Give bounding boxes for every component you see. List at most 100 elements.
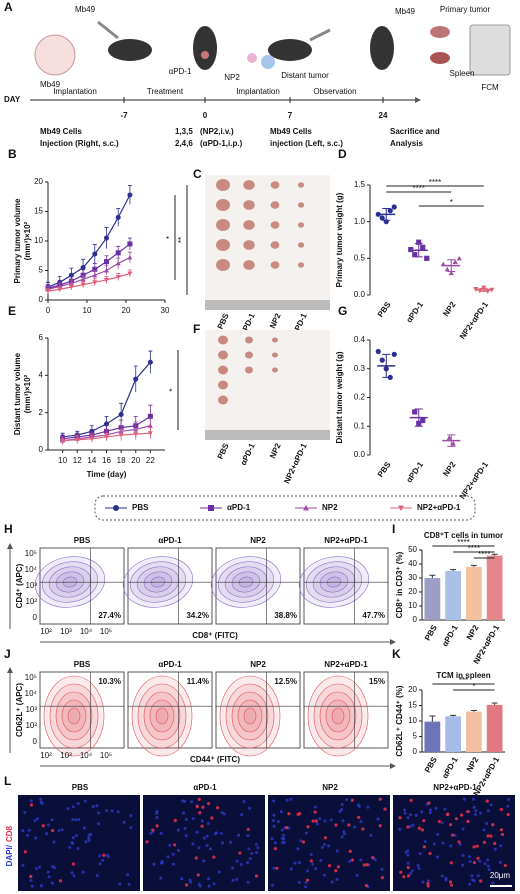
nucleus bbox=[330, 880, 334, 884]
contour bbox=[131, 675, 193, 757]
cd8-cell bbox=[311, 819, 315, 823]
cd8-cell bbox=[201, 805, 205, 809]
nucleus bbox=[215, 831, 219, 835]
y-tick-label: 40 bbox=[408, 559, 417, 568]
contour bbox=[49, 683, 99, 749]
nucleus bbox=[342, 830, 346, 834]
nucleus bbox=[208, 847, 212, 851]
nucleus bbox=[236, 833, 240, 837]
nucleus bbox=[280, 836, 284, 840]
quadrant-percent: 47.7% bbox=[362, 611, 385, 620]
nucleus bbox=[228, 840, 232, 844]
nucleus bbox=[70, 871, 74, 875]
y-tick-label: 4 bbox=[39, 370, 44, 379]
x-tick-label: 10⁴ bbox=[80, 627, 93, 636]
nucleus bbox=[191, 817, 195, 821]
point bbox=[387, 208, 393, 214]
point bbox=[104, 421, 109, 427]
nucleus bbox=[248, 806, 252, 810]
nucleus bbox=[406, 853, 410, 857]
schematic-label: 2,4,6 bbox=[175, 139, 193, 148]
point bbox=[456, 255, 462, 261]
x-tick-label: 10² bbox=[40, 751, 52, 760]
error-bar bbox=[491, 702, 498, 705]
cd8-cell bbox=[29, 874, 33, 879]
cd8-cell bbox=[485, 799, 489, 803]
cd8-cell bbox=[406, 825, 410, 829]
x-tick-label: NP2 bbox=[465, 755, 481, 773]
nucleus bbox=[50, 818, 54, 822]
flow-cytometer bbox=[469, 24, 511, 76]
cd8-cell bbox=[50, 829, 55, 833]
y-axis-label: (mm³)×10² bbox=[23, 221, 32, 260]
nucleus bbox=[443, 807, 447, 811]
schematic-label: Mb49 bbox=[40, 80, 61, 89]
schematic-label: Mb49 bbox=[395, 7, 416, 16]
nucleus bbox=[46, 870, 50, 874]
contour bbox=[61, 699, 87, 733]
y-tick-label: 10 bbox=[34, 236, 43, 245]
point bbox=[446, 435, 452, 440]
nucleus bbox=[270, 883, 274, 887]
y-axis-label: CD62L⁺ (APC) bbox=[15, 683, 24, 737]
cd8-cell bbox=[287, 812, 291, 816]
y-tick-label: 1.0 bbox=[354, 217, 366, 226]
quadrant-percent: 10.3% bbox=[98, 677, 121, 686]
cd8-cell bbox=[409, 798, 413, 802]
point bbox=[412, 252, 418, 258]
cd8-cell bbox=[364, 884, 369, 888]
y-axis-label: Distant tumor weight (g) bbox=[335, 351, 344, 443]
cd8-cell bbox=[254, 874, 259, 878]
point bbox=[416, 420, 422, 426]
y-tick-label: 0 bbox=[33, 737, 38, 746]
nucleus bbox=[254, 842, 258, 846]
nucleus bbox=[403, 811, 407, 815]
nucleus bbox=[30, 884, 34, 888]
contour bbox=[319, 691, 357, 741]
y-tick-label: 1.5 bbox=[354, 180, 366, 189]
nucleus bbox=[98, 854, 102, 858]
cd8-cell bbox=[362, 863, 366, 867]
nucleus bbox=[166, 855, 170, 859]
nucleus bbox=[411, 823, 415, 827]
cd8-cell bbox=[29, 803, 34, 807]
nucleus bbox=[87, 838, 91, 842]
nucleus bbox=[39, 797, 43, 801]
point bbox=[57, 287, 63, 292]
nucleus bbox=[408, 813, 412, 817]
sample-title: PBS bbox=[72, 783, 89, 792]
micrograph bbox=[18, 795, 140, 891]
point bbox=[133, 432, 139, 437]
cd8-cell bbox=[427, 801, 431, 805]
flow-plot bbox=[127, 671, 213, 749]
point bbox=[68, 285, 74, 290]
nucleus bbox=[98, 862, 102, 866]
cd8-cell bbox=[71, 862, 76, 866]
cd8-cell bbox=[23, 850, 27, 854]
nucleus bbox=[231, 866, 235, 870]
cd8-cell bbox=[309, 859, 313, 863]
cd8-cell bbox=[41, 824, 45, 828]
nucleus bbox=[188, 878, 192, 882]
nucleus bbox=[116, 810, 120, 814]
point bbox=[104, 277, 109, 283]
schematic-label: 1,3,5 bbox=[175, 127, 193, 136]
nucleus bbox=[272, 866, 276, 870]
contour bbox=[313, 683, 363, 749]
cd8-cell bbox=[472, 845, 476, 849]
nucleus bbox=[353, 825, 357, 829]
tumor-photo bbox=[243, 220, 255, 230]
cd8-cell bbox=[334, 823, 338, 827]
nucleus bbox=[426, 879, 430, 883]
nucleus bbox=[171, 852, 175, 856]
cd8-cell bbox=[194, 856, 198, 860]
cd8-cell bbox=[216, 806, 220, 810]
y-tick-label: 10⁵ bbox=[25, 673, 37, 682]
cd8-cell bbox=[173, 843, 177, 847]
x-tick-label: 10⁵ bbox=[100, 627, 112, 636]
contour bbox=[149, 699, 175, 733]
nucleus bbox=[87, 836, 91, 840]
nucleus bbox=[180, 877, 184, 881]
x-tick-label: 30 bbox=[161, 306, 170, 315]
cd8-cell bbox=[314, 819, 318, 823]
